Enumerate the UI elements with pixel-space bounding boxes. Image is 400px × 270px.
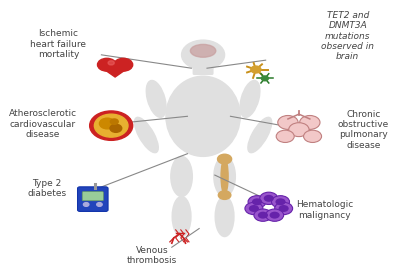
Text: Chronic
obstructive
pulmonary
disease: Chronic obstructive pulmonary disease (338, 110, 389, 150)
Circle shape (278, 205, 289, 212)
Circle shape (251, 66, 261, 73)
Circle shape (90, 111, 133, 140)
Circle shape (94, 114, 128, 137)
Circle shape (218, 191, 231, 200)
Circle shape (276, 130, 294, 143)
Circle shape (304, 130, 322, 143)
Ellipse shape (221, 159, 228, 194)
Circle shape (252, 198, 262, 205)
Ellipse shape (134, 117, 158, 153)
FancyBboxPatch shape (82, 192, 103, 201)
Ellipse shape (171, 156, 192, 197)
Circle shape (248, 196, 266, 208)
Text: Type 2
diabetes: Type 2 diabetes (27, 179, 66, 198)
Text: Atherosclerotic
cardiovascular
disease: Atherosclerotic cardiovascular disease (9, 109, 77, 139)
Circle shape (110, 124, 122, 132)
Ellipse shape (215, 197, 234, 237)
Circle shape (270, 212, 280, 219)
Ellipse shape (190, 44, 216, 57)
Circle shape (254, 209, 272, 221)
FancyBboxPatch shape (78, 187, 108, 211)
Circle shape (258, 212, 268, 219)
Circle shape (98, 58, 116, 71)
Circle shape (110, 119, 118, 124)
Circle shape (245, 202, 263, 215)
Circle shape (108, 61, 114, 65)
Circle shape (278, 116, 298, 129)
Polygon shape (98, 65, 133, 77)
Circle shape (264, 195, 274, 202)
FancyBboxPatch shape (193, 58, 213, 74)
Ellipse shape (172, 197, 191, 237)
Circle shape (97, 202, 102, 206)
Ellipse shape (214, 156, 235, 197)
Text: Hematologic
malignancy: Hematologic malignancy (296, 200, 353, 220)
Circle shape (266, 209, 284, 221)
Text: TET2 and
DNMT3A
mutations
observed in
brain: TET2 and DNMT3A mutations observed in br… (321, 11, 374, 62)
Circle shape (300, 116, 320, 129)
Text: Ischemic
heart failure
mortality: Ischemic heart failure mortality (30, 29, 86, 59)
Circle shape (218, 154, 232, 164)
Circle shape (289, 123, 309, 137)
Circle shape (84, 202, 89, 206)
Circle shape (272, 196, 290, 208)
Circle shape (261, 76, 268, 81)
Circle shape (100, 118, 115, 129)
Circle shape (275, 202, 293, 215)
Ellipse shape (248, 117, 272, 153)
Ellipse shape (146, 80, 166, 117)
Ellipse shape (240, 80, 260, 117)
Circle shape (114, 58, 133, 71)
Circle shape (249, 205, 259, 212)
Circle shape (260, 192, 278, 204)
Circle shape (182, 40, 224, 70)
Text: Venous
thrombosis: Venous thrombosis (127, 245, 177, 265)
Ellipse shape (166, 76, 240, 156)
Circle shape (276, 198, 286, 205)
